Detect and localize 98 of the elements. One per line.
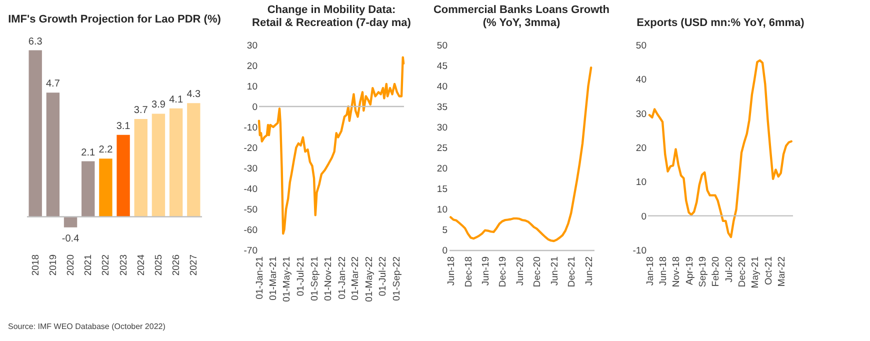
y-tick-label: 5 — [442, 225, 448, 236]
x-tick-label: Dec-20 — [737, 256, 748, 288]
bar — [28, 50, 42, 217]
data-label: 2.1 — [81, 147, 96, 158]
x-tick-label: Jun-19 — [480, 256, 492, 286]
y-tick-label: 45 — [436, 61, 448, 72]
x-tick-label: 2026 — [171, 254, 182, 276]
y-tick-label: -10 — [244, 122, 258, 134]
line-series — [258, 56, 405, 235]
x-tick-label: Jun-20 — [514, 256, 526, 286]
source-note: Source: IMF WEO Database (October 2022) — [8, 322, 166, 331]
x-tick-label: Jul-20 — [724, 256, 735, 282]
y-tick-label: 25 — [436, 143, 448, 154]
x-tick-label: 01-Sep-21 — [309, 256, 320, 301]
y-tick-label: 40 — [636, 74, 646, 86]
x-tick-label: Dec-19 — [498, 256, 509, 288]
bar — [116, 134, 130, 217]
data-label: 2.2 — [98, 144, 114, 156]
line-series — [450, 66, 592, 242]
chart-title: Exports (USD mn:% YoY, 6mma) — [636, 17, 805, 29]
y-tick-label: 40 — [436, 82, 448, 92]
chart-title: Change in Mobility Data: Retail & Recreation (7-day ma) — [252, 4, 412, 29]
y-tick-label: -40 — [244, 184, 258, 195]
data-label: 3.7 — [134, 105, 148, 116]
y-tick-label: -10 — [632, 246, 646, 256]
x-tick-label: 01-Jan-22 — [336, 256, 348, 300]
y-tick-label: 20 — [246, 61, 258, 72]
bar — [64, 216, 78, 228]
data-label: 6.3 — [28, 36, 43, 48]
y-tick-label: -60 — [244, 225, 258, 236]
y-tick-label: 0 — [442, 246, 448, 256]
x-tick-label: 01-Jul-21 — [295, 256, 306, 296]
bar — [46, 92, 60, 217]
x-tick-label: Sep-19 — [698, 256, 709, 288]
y-tick-label: 20 — [436, 164, 448, 174]
y-tick-label: -30 — [244, 164, 258, 174]
y-tick-label: -70 — [244, 246, 258, 256]
x-tick-label: May-21 — [750, 256, 762, 288]
y-tick-label: 50 — [436, 40, 448, 52]
y-tick-label: 10 — [636, 177, 646, 188]
y-tick-label: 30 — [436, 122, 448, 134]
x-tick-label: Nov-18 — [671, 256, 682, 288]
y-tick-label: 20 — [636, 143, 646, 154]
x-tick-label: 2024 — [136, 254, 147, 276]
x-tick-label: Jun-18 — [658, 256, 670, 286]
x-tick-label: 2022 — [100, 254, 112, 276]
y-tick-label: 15 — [436, 184, 448, 195]
x-tick-label: 01-May-22 — [364, 256, 375, 302]
data-label: 4.1 — [169, 94, 184, 106]
x-tick-label: 2021 — [83, 254, 94, 276]
bar — [169, 108, 183, 217]
x-tick-label: Jun-21 — [549, 256, 560, 286]
x-tick-label: 2027 — [188, 254, 200, 276]
x-tick-label: 2019 — [48, 254, 59, 276]
y-tick-label: 50 — [636, 40, 646, 52]
y-tick-label: 35 — [436, 102, 448, 113]
y-tick-label: 30 — [636, 108, 646, 120]
x-tick-label: 01-Sep-22 — [392, 256, 403, 301]
x-tick-label: 2023 — [118, 254, 130, 276]
x-tick-label: Dec-18 — [463, 256, 474, 288]
x-tick-label: Jun-22 — [584, 256, 595, 286]
data-label: 4.3 — [186, 89, 202, 100]
x-tick-label: 01-Mar-22 — [350, 256, 362, 300]
x-tick-label: 2020 — [66, 254, 77, 276]
bar — [99, 158, 112, 217]
x-tick-label: 2025 — [153, 254, 164, 276]
x-tick-label: 01-Jan-21 — [254, 256, 266, 300]
x-tick-label: 01-Mar-21 — [268, 256, 279, 300]
x-tick-label: Oct-21 — [763, 256, 774, 286]
bar — [82, 161, 95, 217]
y-tick-label: -20 — [244, 143, 258, 154]
x-tick-label: 01-Nov-21 — [323, 256, 334, 301]
x-tick-label: 01-May-21 — [282, 256, 293, 302]
data-label: 4.7 — [46, 78, 60, 90]
chart-title: Commercial Banks Loans Growth (% YoY, 3mma) — [433, 4, 610, 29]
x-tick-label: Jan-18 — [644, 256, 656, 286]
data-label: 3.1 — [116, 120, 131, 132]
bar — [152, 114, 166, 217]
y-tick-label: 0 — [252, 102, 258, 113]
chart-title: IMF's Growth Projection for Lao PDR (%) — [8, 13, 222, 26]
y-tick-label: 10 — [436, 204, 448, 216]
y-tick-label: 10 — [246, 82, 258, 92]
x-tick-label: Apr-19 — [684, 256, 696, 286]
x-tick-label: 2018 — [30, 254, 42, 276]
bar — [134, 119, 148, 217]
x-tick-label: Jun-18 — [446, 256, 458, 286]
x-tick-label: 01-Jul-22 — [378, 256, 389, 296]
x-tick-label: Dec-21 — [566, 256, 578, 288]
x-tick-label: Dec-20 — [532, 256, 544, 288]
y-tick-label: 30 — [246, 40, 258, 52]
y-tick-label: -50 — [244, 204, 258, 216]
x-tick-label: Feb-20 — [710, 256, 722, 287]
line-series — [648, 59, 792, 238]
bar — [187, 103, 200, 217]
y-tick-label: 0 — [641, 211, 646, 222]
data-label: 3.9 — [152, 100, 166, 111]
data-label: -0.4 — [62, 233, 80, 244]
x-tick-label: Mar-22 — [776, 256, 788, 287]
